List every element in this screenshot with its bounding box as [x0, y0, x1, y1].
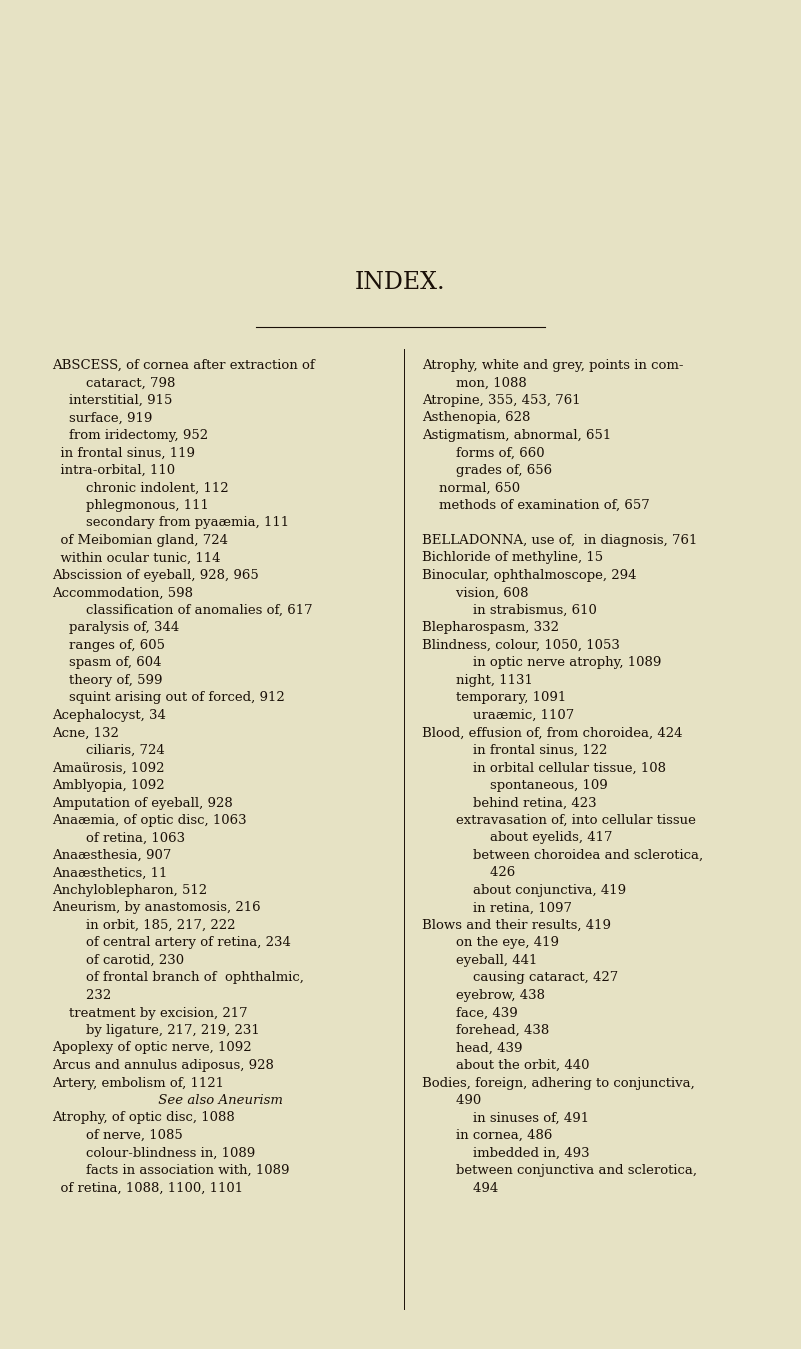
- Text: intra-orbital, 110: intra-orbital, 110: [52, 464, 175, 478]
- Text: INDEX.: INDEX.: [355, 271, 446, 294]
- Text: in orbital cellular tissue, 108: in orbital cellular tissue, 108: [422, 761, 666, 774]
- Text: 232: 232: [52, 989, 111, 1002]
- Text: interstitial, 915: interstitial, 915: [52, 394, 172, 407]
- Text: grades of, 656: grades of, 656: [422, 464, 552, 478]
- Text: Atrophy, of optic disc, 1088: Atrophy, of optic disc, 1088: [52, 1112, 235, 1125]
- Text: extravasation of, into cellular tissue: extravasation of, into cellular tissue: [422, 813, 696, 827]
- Text: in sinuses of, 491: in sinuses of, 491: [422, 1112, 589, 1125]
- Text: in orbit, 185, 217, 222: in orbit, 185, 217, 222: [52, 919, 235, 932]
- Text: Acne, 132: Acne, 132: [52, 727, 119, 739]
- Text: 426: 426: [422, 866, 515, 880]
- Text: Bichloride of methyline, 15: Bichloride of methyline, 15: [422, 552, 603, 564]
- Text: facts in association with, 1089: facts in association with, 1089: [52, 1164, 289, 1176]
- Text: about the orbit, 440: about the orbit, 440: [422, 1059, 590, 1072]
- Text: treatment by excision, 217: treatment by excision, 217: [52, 1006, 248, 1020]
- Text: cataract, 798: cataract, 798: [52, 376, 175, 390]
- Text: spontaneous, 109: spontaneous, 109: [422, 778, 608, 792]
- Text: BELLADONNA, use of,  in diagnosis, 761: BELLADONNA, use of, in diagnosis, 761: [422, 534, 698, 546]
- Text: Anchyloblepharon, 512: Anchyloblepharon, 512: [52, 884, 207, 897]
- Text: Astigmatism, abnormal, 651: Astigmatism, abnormal, 651: [422, 429, 611, 442]
- Text: Atropine, 355, 453, 761: Atropine, 355, 453, 761: [422, 394, 581, 407]
- Text: ciliaris, 724: ciliaris, 724: [52, 745, 165, 757]
- Text: in strabismus, 610: in strabismus, 610: [422, 604, 597, 616]
- Text: in optic nerve atrophy, 1089: in optic nerve atrophy, 1089: [422, 657, 662, 669]
- Text: Amblyopia, 1092: Amblyopia, 1092: [52, 778, 165, 792]
- Text: squint arising out of forced, 912: squint arising out of forced, 912: [52, 692, 284, 704]
- Text: Blows and their results, 419: Blows and their results, 419: [422, 919, 611, 932]
- Text: Amaürosis, 1092: Amaürosis, 1092: [52, 761, 164, 774]
- Text: normal, 650: normal, 650: [422, 482, 520, 495]
- Text: imbedded in, 493: imbedded in, 493: [422, 1147, 590, 1160]
- Text: Anaæsthetics, 11: Anaæsthetics, 11: [52, 866, 167, 880]
- Text: in cornea, 486: in cornea, 486: [422, 1129, 553, 1143]
- Text: Bodies, foreign, adhering to conjunctiva,: Bodies, foreign, adhering to conjunctiva…: [422, 1077, 694, 1090]
- Text: Acephalocyst, 34: Acephalocyst, 34: [52, 710, 166, 722]
- Text: of nerve, 1085: of nerve, 1085: [52, 1129, 183, 1143]
- Text: Accommodation, 598: Accommodation, 598: [52, 587, 193, 599]
- Text: about eyelids, 417: about eyelids, 417: [422, 831, 613, 844]
- Text: Binocular, ophthalmoscope, 294: Binocular, ophthalmoscope, 294: [422, 569, 637, 581]
- Text: of frontal branch of  ophthalmic,: of frontal branch of ophthalmic,: [52, 971, 304, 985]
- Text: of retina, 1088, 1100, 1101: of retina, 1088, 1100, 1101: [52, 1182, 244, 1194]
- Text: Anaæmia, of optic disc, 1063: Anaæmia, of optic disc, 1063: [52, 813, 247, 827]
- Text: forms of, 660: forms of, 660: [422, 447, 545, 460]
- Text: colour-blindness in, 1089: colour-blindness in, 1089: [52, 1147, 256, 1160]
- Text: from iridectomy, 952: from iridectomy, 952: [52, 429, 208, 442]
- Text: spasm of, 604: spasm of, 604: [52, 657, 162, 669]
- Text: phlegmonous, 111: phlegmonous, 111: [52, 499, 209, 513]
- Text: eyeball, 441: eyeball, 441: [422, 954, 537, 967]
- Text: Amputation of eyeball, 928: Amputation of eyeball, 928: [52, 796, 233, 809]
- Text: temporary, 1091: temporary, 1091: [422, 692, 566, 704]
- Text: of central artery of retina, 234: of central artery of retina, 234: [52, 936, 291, 950]
- Text: about conjunctiva, 419: about conjunctiva, 419: [422, 884, 626, 897]
- Text: secondary from pyaæmia, 111: secondary from pyaæmia, 111: [52, 517, 289, 530]
- Text: Artery, embolism of, 1121: Artery, embolism of, 1121: [52, 1077, 224, 1090]
- Text: by ligature, 217, 219, 231: by ligature, 217, 219, 231: [52, 1024, 260, 1037]
- Text: in frontal sinus, 122: in frontal sinus, 122: [422, 745, 607, 757]
- Text: paralysis of, 344: paralysis of, 344: [52, 622, 179, 634]
- Text: Blindness, colour, 1050, 1053: Blindness, colour, 1050, 1053: [422, 639, 620, 652]
- Text: Abscission of eyeball, 928, 965: Abscission of eyeball, 928, 965: [52, 569, 259, 581]
- Text: between choroidea and sclerotica,: between choroidea and sclerotica,: [422, 849, 703, 862]
- Text: methods of examination of, 657: methods of examination of, 657: [422, 499, 650, 513]
- Text: theory of, 599: theory of, 599: [52, 674, 163, 687]
- Text: See also Aneurism: See also Aneurism: [52, 1094, 283, 1108]
- Text: Asthenopia, 628: Asthenopia, 628: [422, 411, 530, 425]
- Text: of Meibomian gland, 724: of Meibomian gland, 724: [52, 534, 228, 546]
- Text: in retina, 1097: in retina, 1097: [422, 901, 572, 915]
- Text: Blood, effusion of, from choroidea, 424: Blood, effusion of, from choroidea, 424: [422, 727, 682, 739]
- Text: between conjunctiva and sclerotica,: between conjunctiva and sclerotica,: [422, 1164, 697, 1176]
- Text: Apoplexy of optic nerve, 1092: Apoplexy of optic nerve, 1092: [52, 1041, 252, 1055]
- Text: of carotid, 230: of carotid, 230: [52, 954, 184, 967]
- Text: face, 439: face, 439: [422, 1006, 517, 1020]
- Text: uraæmic, 1107: uraæmic, 1107: [422, 710, 574, 722]
- Text: behind retina, 423: behind retina, 423: [422, 796, 597, 809]
- Text: head, 439: head, 439: [422, 1041, 522, 1055]
- Text: Anaæsthesia, 907: Anaæsthesia, 907: [52, 849, 171, 862]
- Text: Blepharospasm, 332: Blepharospasm, 332: [422, 622, 559, 634]
- Text: in frontal sinus, 119: in frontal sinus, 119: [52, 447, 195, 460]
- Text: within ocular tunic, 114: within ocular tunic, 114: [52, 552, 220, 564]
- Text: 494: 494: [422, 1182, 498, 1194]
- Text: ABSCESS, of cornea after extraction of: ABSCESS, of cornea after extraction of: [52, 359, 315, 372]
- Text: 490: 490: [422, 1094, 481, 1108]
- Text: Atrophy, white and grey, points in com-: Atrophy, white and grey, points in com-: [422, 359, 683, 372]
- Text: classification of anomalies of, 617: classification of anomalies of, 617: [52, 604, 312, 616]
- Text: night, 1131: night, 1131: [422, 674, 533, 687]
- Text: of retina, 1063: of retina, 1063: [52, 831, 185, 844]
- Text: causing cataract, 427: causing cataract, 427: [422, 971, 618, 985]
- Text: chronic indolent, 112: chronic indolent, 112: [52, 482, 228, 495]
- Text: on the eye, 419: on the eye, 419: [422, 936, 559, 950]
- Text: Arcus and annulus adiposus, 928: Arcus and annulus adiposus, 928: [52, 1059, 274, 1072]
- Text: ranges of, 605: ranges of, 605: [52, 639, 165, 652]
- Text: Aneurism, by anastomosis, 216: Aneurism, by anastomosis, 216: [52, 901, 260, 915]
- Text: mon, 1088: mon, 1088: [422, 376, 527, 390]
- Text: forehead, 438: forehead, 438: [422, 1024, 549, 1037]
- Text: eyebrow, 438: eyebrow, 438: [422, 989, 545, 1002]
- Text: surface, 919: surface, 919: [52, 411, 152, 425]
- Text: vision, 608: vision, 608: [422, 587, 529, 599]
